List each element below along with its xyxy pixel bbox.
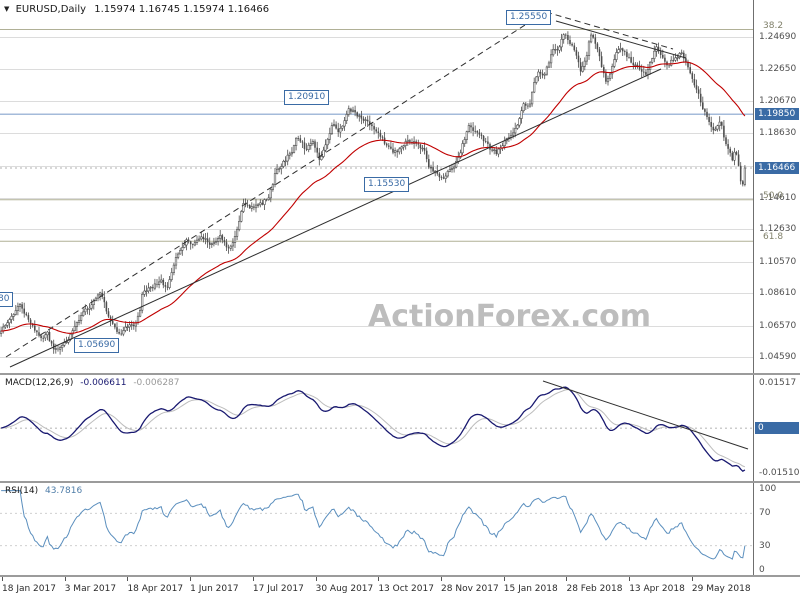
date-label: 18 Apr 2017 <box>127 584 184 594</box>
time-tick <box>252 577 254 581</box>
chart-title: ▼ EURUSD,Daily 1.15974 1.16745 1.15974 1… <box>4 4 269 15</box>
rsi-axis-label: 30 <box>759 540 771 551</box>
date-label: 30 Aug 2017 <box>315 584 374 594</box>
date-label: 18 Jan 2017 <box>2 584 56 594</box>
date-label: 17 Jul 2017 <box>252 584 304 594</box>
price-level-annotation: 1.25550 <box>506 10 552 25</box>
macd-svg <box>0 380 753 473</box>
macd-signal-value: -0.006287 <box>133 378 180 388</box>
panel-separator[interactable] <box>0 373 800 375</box>
macd-panel: MACD(12,26,9) -0.006611 -0.006287 0.0151… <box>0 375 800 481</box>
macd-zero-tag: 0 <box>755 422 799 435</box>
panel-separator[interactable] <box>0 575 800 577</box>
panel-separator[interactable] <box>0 481 800 483</box>
rsi-plot-area[interactable] <box>0 483 753 575</box>
time-tick <box>566 577 568 581</box>
rsi-svg <box>0 490 753 560</box>
date-label: 29 May 2018 <box>691 584 751 594</box>
price-axis-label: 1.06570 <box>759 320 797 331</box>
rsi-label: RSI(14) 43.7816 <box>5 486 82 496</box>
symbol-dropdown-icon[interactable]: ▼ <box>4 5 10 13</box>
time-tick <box>127 577 129 581</box>
fib-level-label: 50.0 <box>763 190 784 201</box>
rsi-panel: RSI(14) 43.7816 100 70 30 0 <box>0 483 800 575</box>
time-tick <box>378 577 380 581</box>
date-label: 15 Jan 2018 <box>503 584 558 594</box>
price-level-annotation: 1.20910 <box>284 90 330 105</box>
price-axis-label: 1.20670 <box>759 96 797 106</box>
time-tick <box>190 577 192 581</box>
date-label: 28 Feb 2018 <box>566 584 623 594</box>
rsi-name: RSI(14) <box>5 486 39 496</box>
time-tick <box>64 577 66 581</box>
macd-name: MACD(12,26,9) <box>5 378 74 388</box>
price-chart-panel: ▼ EURUSD,Daily 1.15974 1.16745 1.15974 1… <box>0 0 800 373</box>
rsi-axis-label: 70 <box>759 508 771 519</box>
rsi-value: 43.7816 <box>44 486 83 496</box>
price-axis-label: 1.08610 <box>759 288 797 299</box>
macd-axis-label: 0.01517 <box>759 378 797 388</box>
watermark: ActionForex.com <box>368 299 652 334</box>
time-tick <box>441 577 443 581</box>
price-tag: 1.16466 <box>755 161 799 174</box>
price-axis-label: 1.22650 <box>759 64 797 75</box>
price-axis-label: 1.24690 <box>759 32 797 42</box>
price-axis-label: 1.14610 <box>759 192 797 203</box>
fib-level-label: 38.2 <box>763 20 784 31</box>
date-label: 13 Apr 2018 <box>629 584 685 594</box>
price-tag: 1.19850 <box>755 108 799 121</box>
macd-axis[interactable]: 0.01517 -0.01510 0 <box>753 375 800 481</box>
macd-plot-area[interactable] <box>0 375 753 481</box>
price-level-annotation: 1.05690 <box>74 338 120 353</box>
rsi-axis-label: 0 <box>759 565 765 575</box>
time-tick <box>629 577 631 581</box>
price-axis[interactable]: 1.24690 1.22650 1.20670 1.18630 1.14610 1.126… <box>753 0 800 373</box>
fib-level-label: 61.8 <box>763 232 784 243</box>
macd-main-value: -0.006611 <box>80 378 127 388</box>
date-label: 3 Mar 2017 <box>64 584 117 594</box>
price-axis-label: 1.10570 <box>759 256 797 267</box>
time-tick <box>315 577 317 581</box>
chart-ohlc-values: 1.15974 1.16745 1.15974 1.16466 <box>94 4 270 15</box>
macd-axis-label: -0.01510 <box>759 468 800 478</box>
time-axis[interactable]: 18 Jan 2017 3 Mar 2017 18 Apr 2017 1 Jun 20… <box>0 577 800 600</box>
rsi-axis-label: 100 <box>759 484 777 494</box>
price-level-annotation: 80 <box>0 292 14 307</box>
time-tick <box>691 577 693 581</box>
price-axis-label: 1.12630 <box>759 224 797 235</box>
macd-label: MACD(12,26,9) -0.006611 -0.006287 <box>5 378 180 388</box>
price-level-annotation: 1.15530 <box>364 177 410 192</box>
price-axis-label: 1.18630 <box>759 128 797 139</box>
price-plot-area[interactable]: ActionForex.com 1.25550 1.20910 1.15530 1.0… <box>0 0 753 373</box>
time-tick <box>503 577 505 581</box>
price-axis-label: 1.04590 <box>759 352 797 363</box>
date-label: 13 Oct 2017 <box>378 584 434 594</box>
date-label: 28 Nov 2017 <box>441 584 499 594</box>
candlestick-svg <box>0 10 753 368</box>
time-tick <box>2 577 3 581</box>
date-label: 1 Jun 2017 <box>190 584 239 594</box>
rsi-axis[interactable]: 100 70 30 0 <box>753 483 800 575</box>
chart-symbol-timeframe: EURUSD,Daily <box>15 4 87 15</box>
